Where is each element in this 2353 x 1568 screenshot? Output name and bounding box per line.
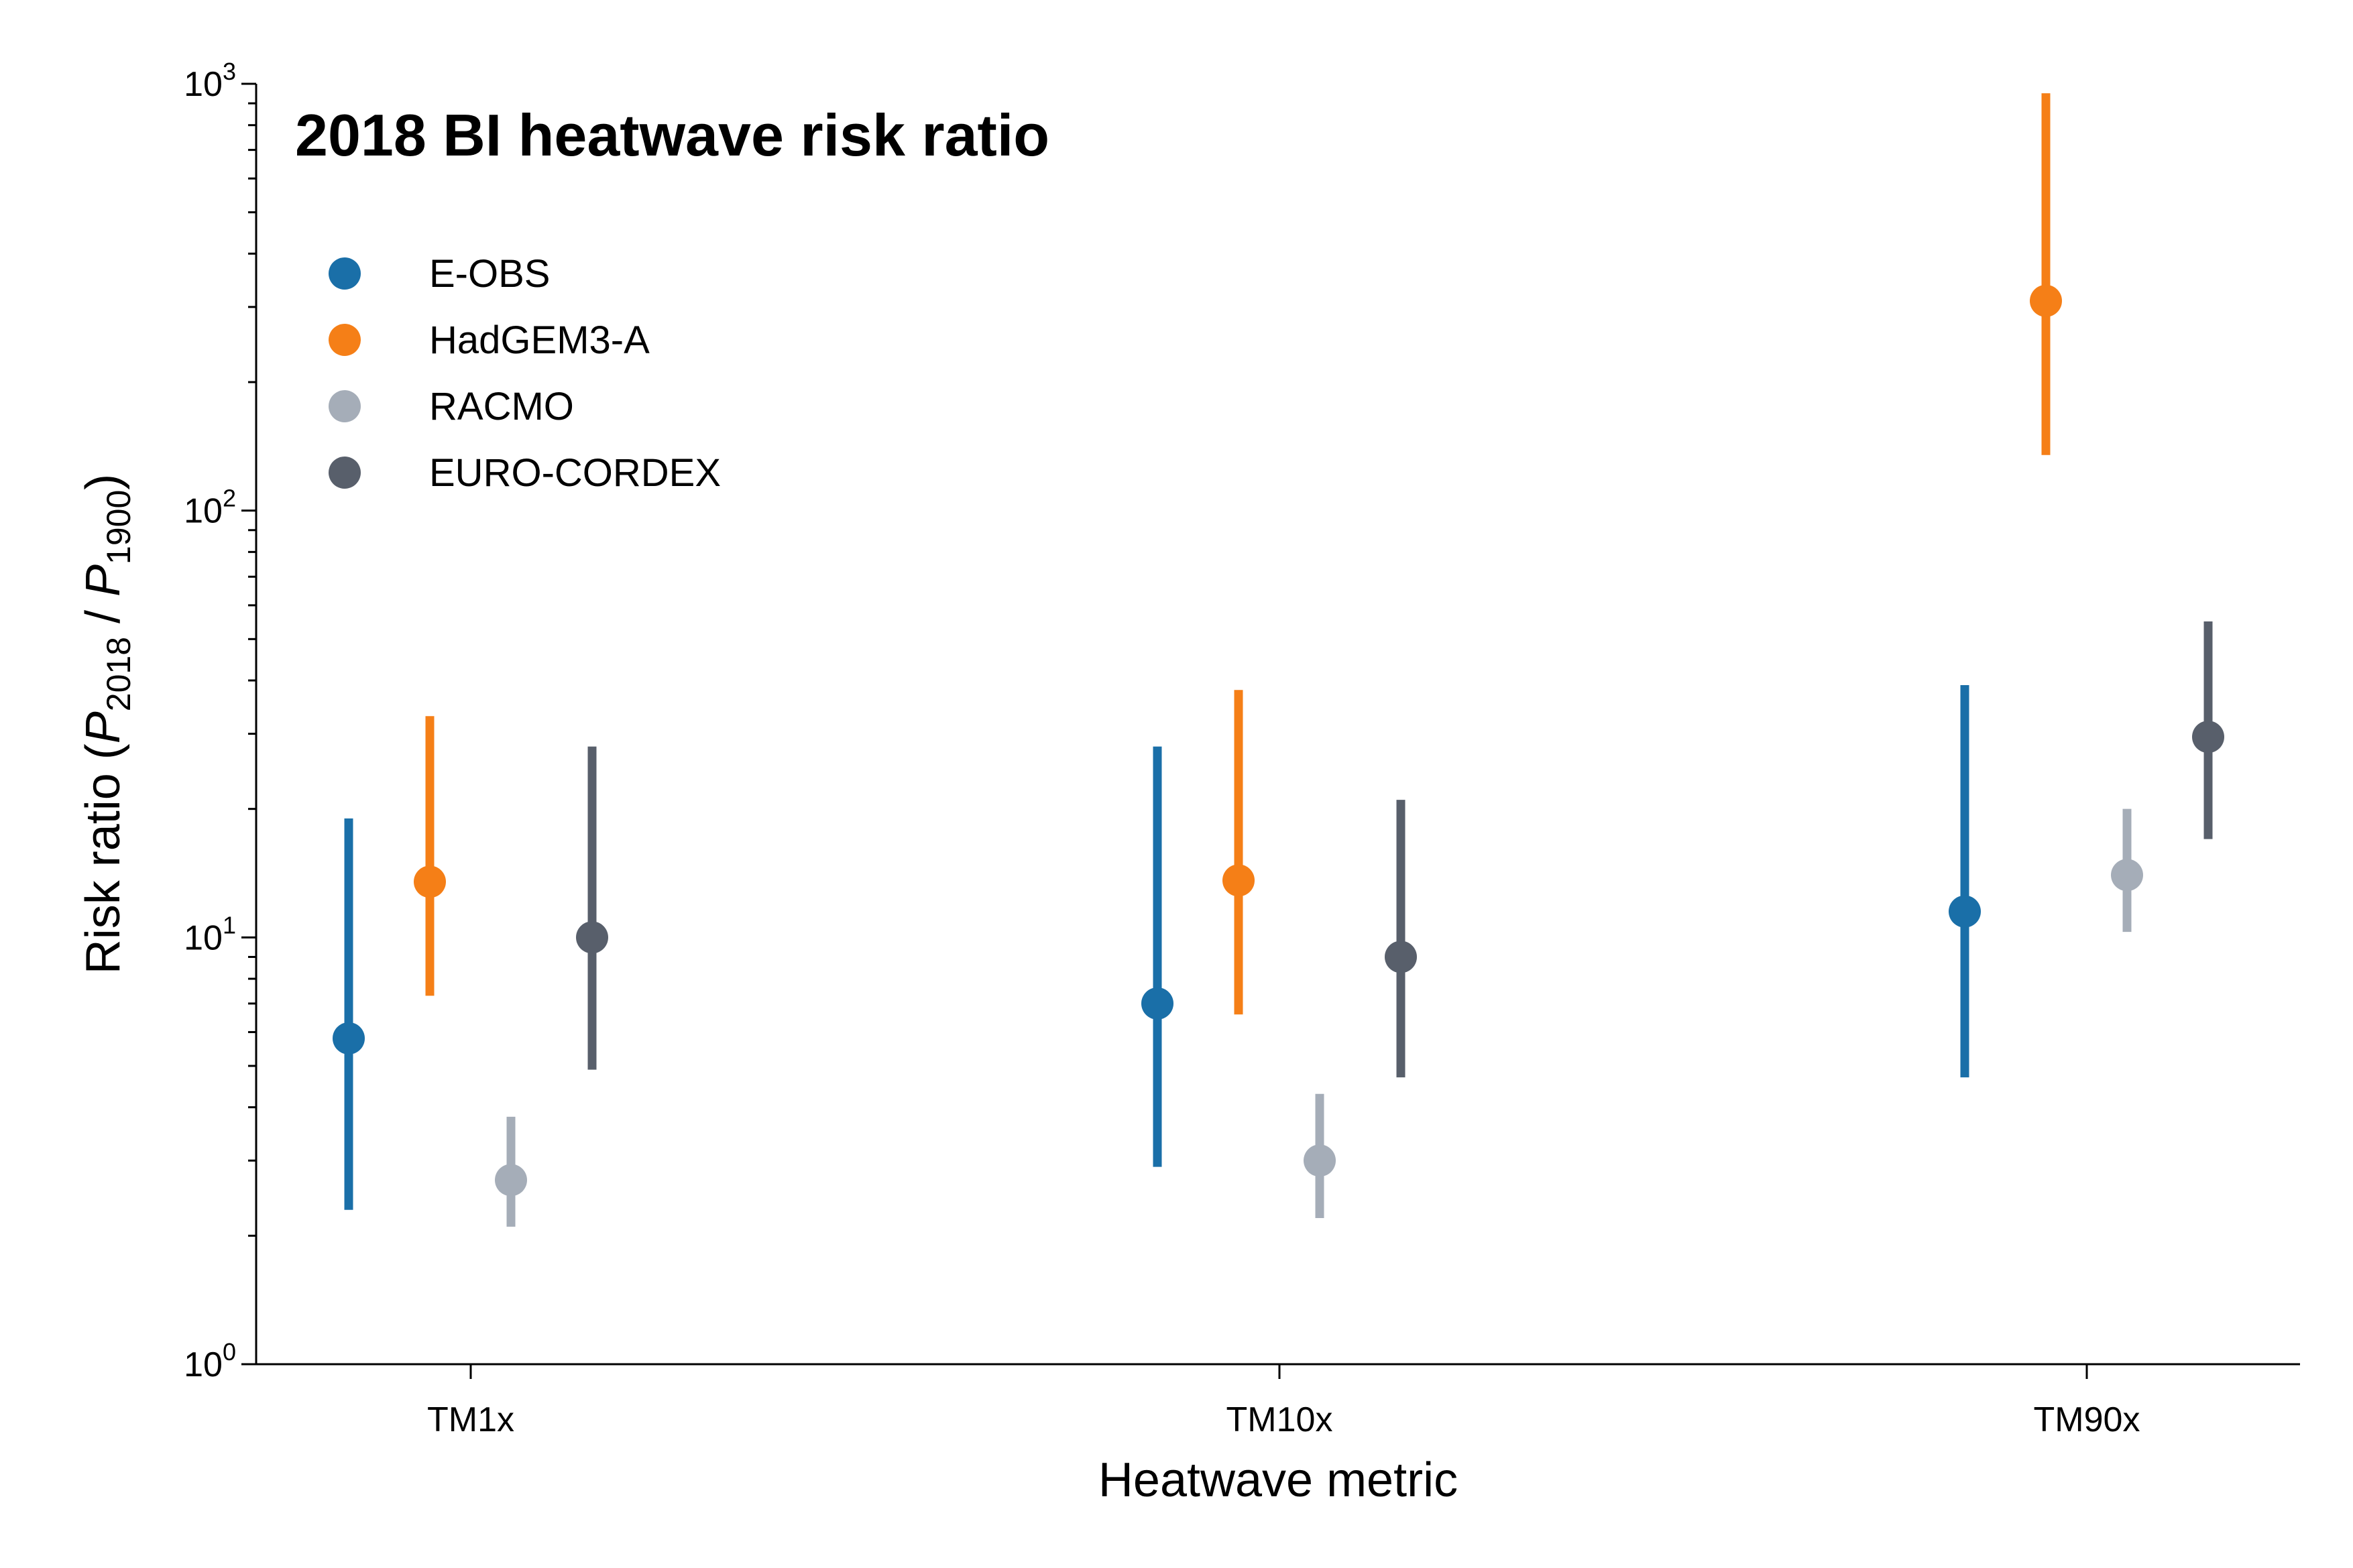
x-ticks: TM1x TM10x TM90x (427, 1364, 2140, 1439)
y-tick-base: 10 (184, 65, 223, 104)
data-point (414, 865, 446, 898)
y-axis-label-p1: P (76, 711, 130, 743)
data-point (1141, 987, 1173, 1020)
data-point (1385, 941, 1417, 973)
data-point (333, 1022, 365, 1054)
legend-marker (329, 390, 361, 422)
legend-label: EURO-CORDEX (429, 451, 721, 495)
y-axis-label-mid: / (76, 597, 130, 637)
legend-marker (329, 457, 361, 489)
y-tick-label: 100 (184, 1338, 236, 1384)
x-tick-label: TM10x (1226, 1400, 1333, 1439)
data-point (2111, 859, 2143, 892)
data-point (2030, 284, 2062, 317)
y-axis-label-p2: P (76, 564, 130, 597)
y-tick-label: 102 (184, 485, 236, 531)
y-tick-exponent: 3 (223, 58, 236, 85)
y-tick-exponent: 2 (223, 485, 236, 512)
data-point (495, 1164, 527, 1197)
legend-marker (329, 324, 361, 356)
y-axis-label-sub2: 1900 (100, 490, 137, 564)
data-point (2192, 721, 2224, 753)
x-tick-label: TM90x (2034, 1400, 2140, 1439)
plot-marks (333, 93, 2224, 1227)
legend-label: E-OBS (429, 252, 551, 296)
data-point (1304, 1144, 1336, 1177)
x-axis-label: Heatwave metric (1098, 1453, 1458, 1507)
data-point (576, 921, 608, 954)
y-tick-base: 10 (184, 492, 223, 531)
data-point (1222, 864, 1255, 897)
y-axis-label-suffix: ) (76, 474, 130, 490)
y-axis-label-prefix: Risk ratio ( (76, 743, 130, 974)
y-axis-label: Risk ratio (P2018 / P1900) (76, 474, 137, 975)
chart-title: 2018 BI heatwave risk ratio (295, 102, 1049, 168)
y-axis-label-sub1: 2018 (100, 637, 137, 711)
x-tick-label: TM1x (427, 1400, 514, 1439)
y-tick-label: 103 (184, 58, 236, 104)
legend: E-OBS HadGEM3-A RACMO EURO-CORDEX (329, 252, 721, 495)
y-tick-exponent: 0 (223, 1338, 236, 1366)
y-tick-exponent: 1 (223, 911, 236, 939)
legend-label: HadGEM3-A (429, 318, 650, 362)
legend-label: RACMO (429, 385, 574, 428)
data-point (1949, 895, 1981, 928)
y-tick-label: 101 (184, 911, 236, 957)
y-tick-base: 10 (184, 918, 223, 957)
legend-marker (329, 257, 361, 290)
y-tick-base: 10 (184, 1345, 223, 1384)
